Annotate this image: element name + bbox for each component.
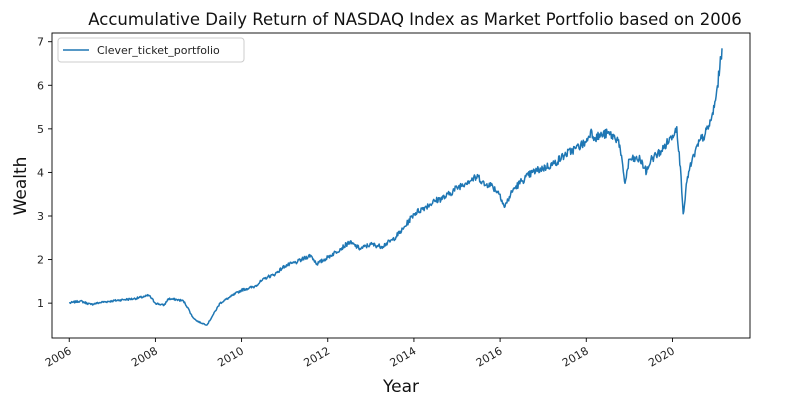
x-tick-label: 2020: [646, 344, 677, 369]
legend-box: [57, 37, 245, 63]
legend-label: Clever_ticket_portfolio: [97, 44, 220, 57]
y-tick-label: 6: [37, 79, 44, 92]
x-axis: 2006 2008 2010 2012 2014 2016 2018 2020: [43, 338, 677, 370]
y-tick-label: 7: [37, 36, 44, 49]
x-tick-label: 2006: [43, 344, 74, 369]
legend: Clever_ticket_portfolio: [57, 37, 245, 63]
x-tick-label: 2016: [474, 344, 505, 369]
y-tick-label: 5: [37, 123, 44, 136]
y-tick-label: 3: [37, 210, 44, 223]
x-tick-label: 2018: [560, 344, 591, 369]
plot-area: 2006 2008 2010 2012 2014 2016 2018 2020 1 2 3 4 5 6 7: [37, 32, 751, 370]
x-tick-label: 2008: [129, 344, 160, 369]
x-tick-label: 2010: [215, 344, 246, 369]
plot-frame: [51, 32, 751, 339]
y-axis: 1 2 3 4 5 6 7: [37, 36, 52, 310]
series-line-clever-ticket-portfolio: [68, 48, 723, 326]
y-tick-label: 2: [37, 254, 44, 267]
y-tick-label: 4: [37, 166, 44, 179]
x-axis-title: Year: [382, 377, 419, 397]
y-tick-label: 1: [37, 297, 44, 310]
y-axis-title: Wealth: [11, 157, 31, 216]
x-tick-label: 2012: [302, 344, 333, 369]
x-tick-label: 2014: [388, 344, 419, 369]
chart-title: Accumulative Daily Return of NASDAQ Inde…: [88, 10, 741, 29]
